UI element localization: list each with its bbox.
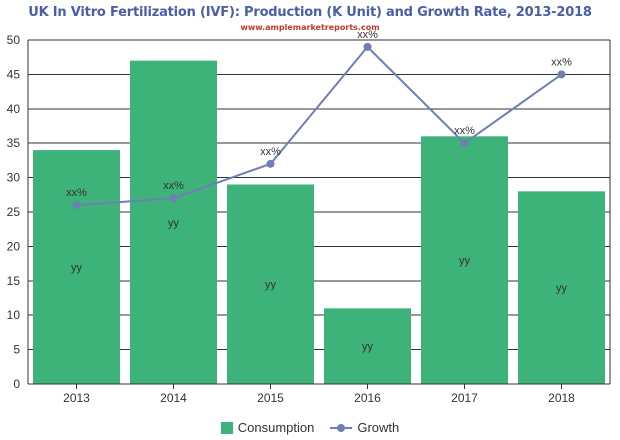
x-tick-label: 2017 bbox=[451, 391, 478, 405]
x-tick-label: 2013 bbox=[63, 391, 90, 405]
growth-point bbox=[557, 70, 566, 79]
growth-point bbox=[72, 201, 81, 210]
legend: Consumption Growth bbox=[0, 420, 620, 435]
y-tick-label: 45 bbox=[7, 67, 21, 81]
x-tick-label: 2015 bbox=[257, 391, 284, 405]
legend-item-growth[interactable]: Growth bbox=[330, 420, 399, 435]
growth-point bbox=[169, 194, 178, 203]
y-tick-label: 10 bbox=[7, 308, 21, 322]
chart-title: UK In Vitro Fertilization (IVF): Product… bbox=[28, 5, 592, 20]
x-tick-label: 2014 bbox=[160, 391, 187, 405]
y-tick-label: 15 bbox=[7, 274, 21, 288]
bar-data-label: yy bbox=[556, 283, 568, 295]
y-tick-label: 25 bbox=[7, 205, 21, 219]
x-tick-label: 2016 bbox=[354, 391, 381, 405]
bar bbox=[421, 136, 508, 384]
y-tick-label: 50 bbox=[7, 33, 21, 47]
bar bbox=[518, 191, 605, 384]
bar-data-label: yy bbox=[362, 341, 374, 353]
x-tick-label: 2018 bbox=[548, 391, 575, 405]
bar-data-label: yy bbox=[168, 217, 180, 229]
growth-point bbox=[266, 159, 275, 168]
legend-label-growth: Growth bbox=[357, 420, 400, 435]
y-tick-label: 35 bbox=[7, 136, 21, 150]
growth-data-label: xx% bbox=[260, 146, 281, 158]
y-tick-label: 0 bbox=[13, 377, 20, 391]
growth-line bbox=[76, 45, 563, 207]
y-tick-label: 30 bbox=[7, 171, 21, 185]
bar-data-label: yy bbox=[71, 262, 83, 274]
y-tick-label: 20 bbox=[7, 239, 21, 253]
growth-data-label: xx% bbox=[454, 125, 475, 137]
bar bbox=[227, 184, 314, 384]
growth-data-label: xx% bbox=[551, 56, 572, 68]
bar bbox=[33, 150, 120, 384]
bar-data-label: yy bbox=[459, 255, 471, 267]
bar-data-label: yy bbox=[265, 279, 277, 291]
growth-data-label: xx% bbox=[163, 180, 184, 192]
bar bbox=[324, 308, 411, 384]
growth-data-label: xx% bbox=[66, 187, 87, 199]
bar bbox=[130, 60, 217, 384]
chart-subtitle: www.amplemarketreports.com bbox=[240, 23, 380, 32]
legend-swatch-bar bbox=[220, 421, 233, 434]
legend-swatch-line bbox=[330, 422, 353, 434]
growth-data-label: xx% bbox=[357, 29, 378, 41]
y-tick-label: 40 bbox=[7, 102, 21, 116]
growth-point bbox=[460, 139, 469, 148]
legend-label-consumption: Consumption bbox=[237, 420, 315, 435]
legend-item-consumption[interactable]: Consumption bbox=[220, 420, 315, 435]
y-tick-label: 5 bbox=[13, 343, 20, 357]
growth-point bbox=[363, 42, 372, 51]
